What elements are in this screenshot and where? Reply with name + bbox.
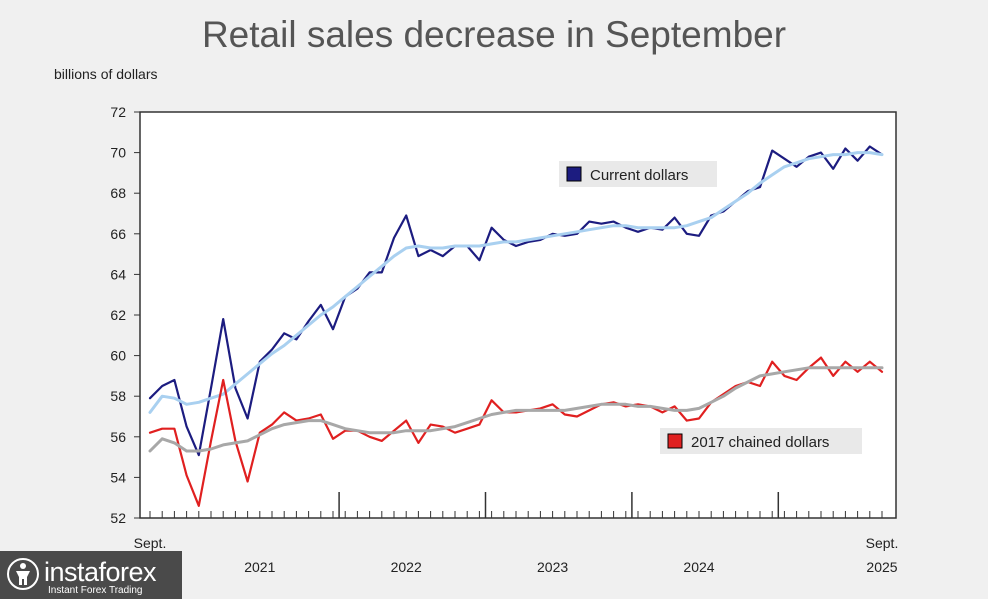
y-tick-label: 60 [110, 348, 126, 364]
y-tick-label: 72 [110, 104, 126, 120]
legend-label-current: Current dollars [590, 167, 688, 184]
legend-swatch-chained [667, 433, 683, 449]
logo-name: instaforex [44, 557, 157, 587]
x-tick-label-year: 2023 [537, 559, 568, 575]
current-dollars-line [148, 145, 884, 457]
chained-dollars-trend-line [148, 366, 884, 453]
legend-box-chained [660, 428, 862, 454]
x-tick-label-top: Sept. [134, 535, 167, 551]
current-dollars-trend-line [148, 151, 884, 414]
y-tick-label: 58 [110, 388, 126, 404]
legend-item-chained: 2017 chained dollars [660, 428, 862, 454]
legend-label-chained: 2017 chained dollars [691, 434, 829, 451]
y-tick-label: 52 [110, 510, 126, 526]
y-tick-label: 62 [110, 307, 126, 323]
x-tick-label-top: Sept. [866, 535, 899, 551]
x-tick-label-year: 2024 [683, 559, 714, 575]
y-tick-label: 66 [110, 226, 126, 242]
x-tick-label-year: 2021 [244, 559, 275, 575]
legend-box-current [559, 161, 717, 187]
chart-title: Retail sales decrease in September [201, 14, 787, 55]
logo-tagline: Instant Forex Trading [48, 585, 143, 596]
legend: Current dollars 2017 chained dollars [559, 161, 862, 454]
logo-figure-icon [7, 558, 39, 590]
y-axis-unit-label: billions of dollars [54, 66, 158, 82]
y-tick-label: 54 [110, 469, 126, 485]
x-tick-label-year: 2022 [391, 559, 422, 575]
legend-item-current: Current dollars [559, 161, 717, 187]
series-lines [148, 145, 884, 507]
y-axis: 52 54 56 58 60 62 64 66 68 70 72 [110, 104, 140, 526]
chained-dollars-line [148, 356, 884, 507]
instaforex-logo: instaforex Instant Forex Trading [0, 551, 182, 599]
y-tick-label: 56 [110, 429, 126, 445]
y-tick-label: 68 [110, 185, 126, 201]
y-tick-label: 64 [110, 266, 126, 282]
x-tick-label-year: 2025 [866, 559, 897, 575]
legend-swatch-current [566, 166, 582, 182]
y-tick-label: 70 [110, 145, 126, 161]
